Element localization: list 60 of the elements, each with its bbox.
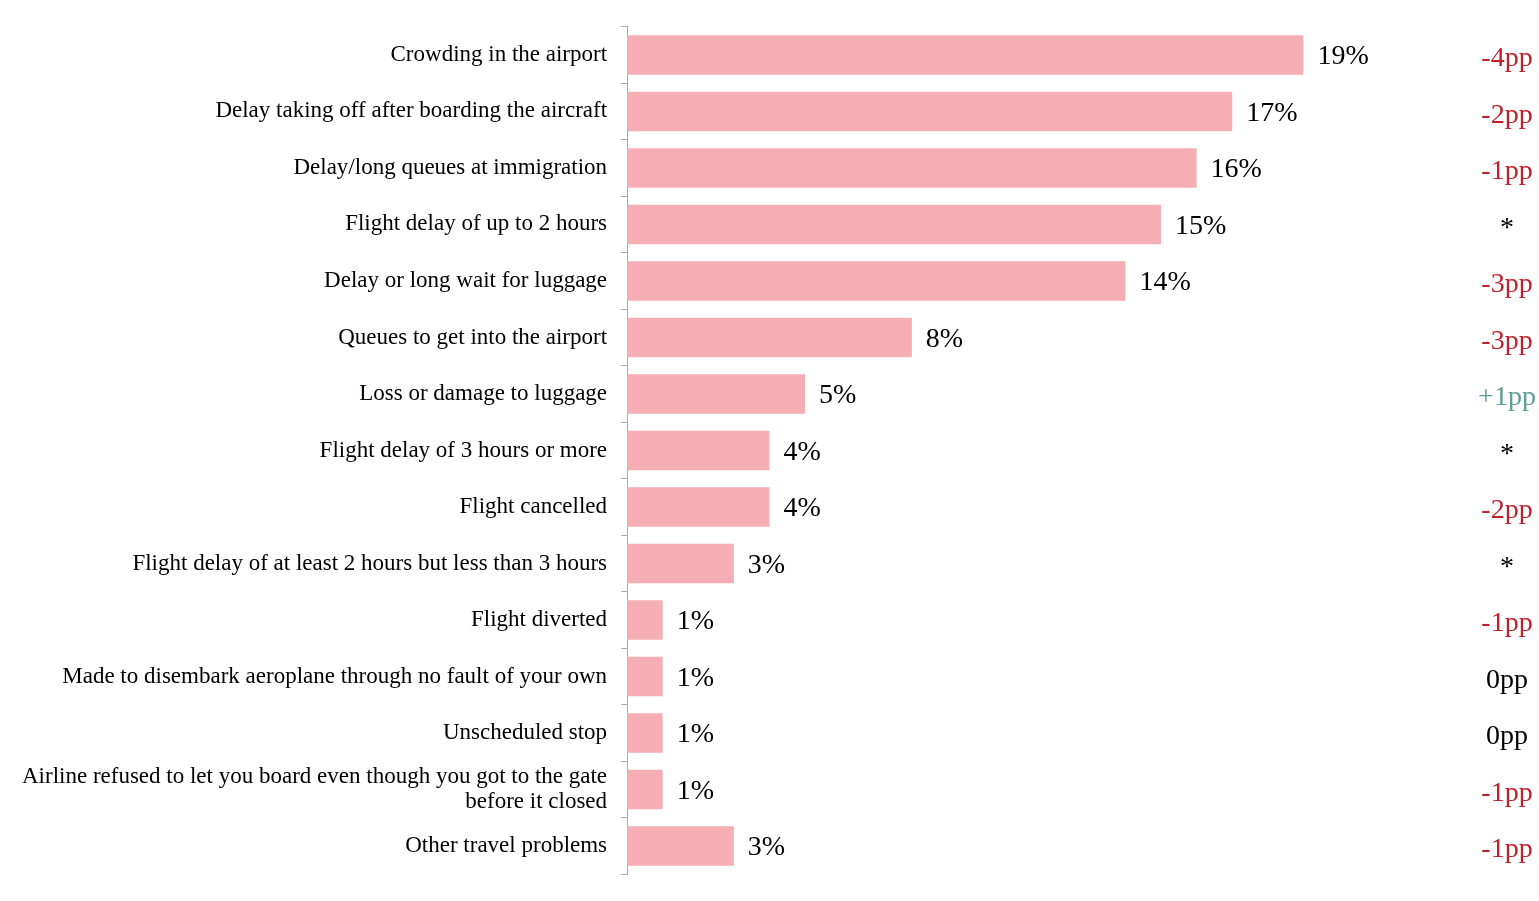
data-label: 1% (676, 717, 714, 749)
text: -3pp (1481, 267, 1533, 299)
bar (627, 261, 1126, 301)
text: * (1500, 549, 1514, 581)
data-label: 3% (747, 830, 786, 862)
bar (627, 543, 734, 584)
y-tick-label: Crowding in the airport (390, 40, 608, 66)
bar (627, 713, 663, 753)
text: -1pp (1481, 154, 1533, 186)
y-tick-label: Loss or damage to luggage (359, 380, 608, 406)
data-label: 5% (819, 378, 857, 410)
y-tick-label: Flight cancelled (459, 493, 608, 519)
y-tick-label: Unscheduled stop (442, 719, 608, 745)
bar (627, 600, 663, 640)
bar (627, 430, 770, 471)
y-tick-label: Delay taking off after boarding the aircraft (215, 97, 608, 123)
text: -4pp (1481, 41, 1533, 73)
data-label: 1% (676, 660, 714, 692)
data-label: 4% (783, 434, 821, 466)
bar (627, 148, 1197, 188)
y-tick-label: Flight delay of up to 2 hours (345, 210, 608, 236)
bar (627, 656, 663, 697)
y-tick-label: Flight delay of at least 2 hours but less than 3 hours (132, 549, 608, 575)
text: 0pp (1486, 662, 1528, 694)
y-tick-label: Made to disembark aeroplane through no fault of your own (62, 662, 608, 688)
text: -1pp (1481, 775, 1533, 807)
text: -3pp (1481, 323, 1533, 355)
data-label: 1% (676, 604, 714, 636)
text: -1pp (1481, 606, 1533, 638)
data-label: 8% (925, 321, 964, 353)
text: 0pp (1486, 719, 1528, 751)
y-tick-label: Flight diverted (471, 606, 608, 632)
bar (627, 374, 806, 414)
data-label: 1% (676, 773, 714, 805)
data-label: 15% (1175, 208, 1227, 240)
data-label: 16% (1210, 152, 1262, 184)
bar (627, 487, 770, 527)
y-tick-label: Delay/long queues at immigration (293, 153, 608, 179)
bar (627, 91, 1233, 132)
data-label: 3% (747, 547, 786, 579)
y-tick-label: Other travel problems (405, 832, 608, 858)
y-tick-label: Flight delay of 3 hours or more (319, 436, 608, 462)
bar (627, 317, 912, 358)
data-label: 4% (783, 491, 821, 523)
bar (627, 35, 1304, 75)
bar (627, 826, 734, 866)
y-tick-label: Airline refused to let you board even though you got to the gate before it closed (22, 762, 608, 814)
data-label: 17% (1246, 95, 1298, 127)
y-tick-label: Queues to get into the airport (338, 323, 608, 349)
text: -2pp (1481, 493, 1533, 525)
data-label: 19% (1317, 39, 1369, 71)
y-tick-label: Delay or long wait for luggage (324, 267, 608, 293)
data-label: 14% (1139, 265, 1191, 297)
text: +1pp (1478, 380, 1536, 412)
text: * (1500, 210, 1514, 242)
bar (627, 769, 663, 810)
bar (627, 204, 1162, 245)
text: -2pp (1481, 97, 1533, 129)
text: * (1500, 436, 1514, 468)
text: -1pp (1481, 832, 1533, 864)
